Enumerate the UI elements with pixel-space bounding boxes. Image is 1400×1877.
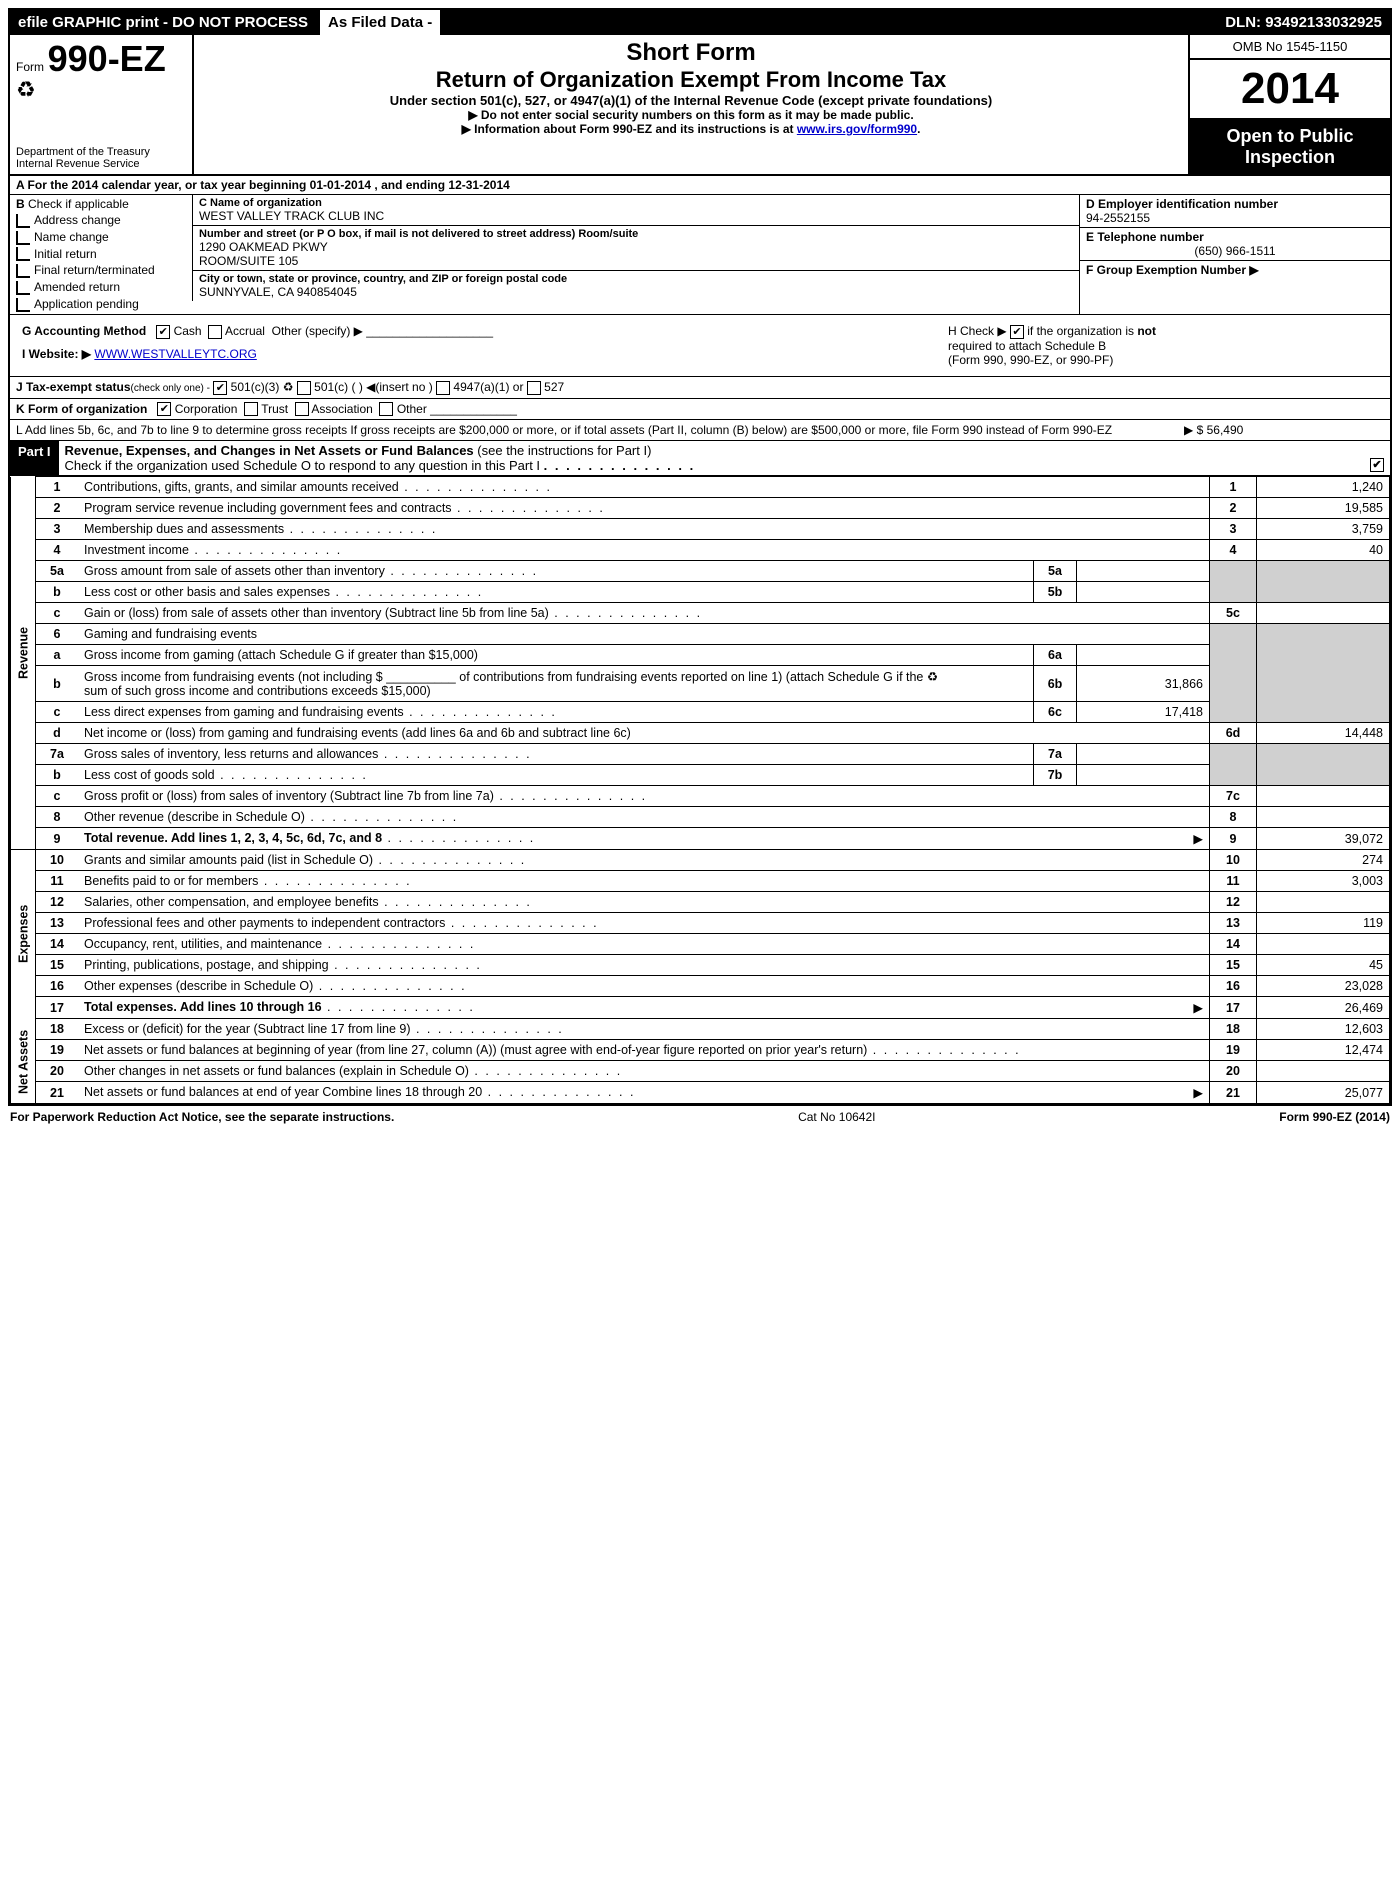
line-14-value — [1257, 934, 1390, 955]
column-c-org-info: C Name of organization WEST VALLEY TRACK… — [192, 195, 1079, 314]
row-h-schedule-b: H Check ▶ ✔ if the organization is not r… — [942, 318, 1384, 373]
ssn-warning: ▶ Do not enter social security numbers o… — [204, 108, 1178, 122]
ein-value: 94-2552155 — [1086, 211, 1384, 225]
line-21-value: 25,077 — [1257, 1082, 1390, 1104]
line-1-value: 1,240 — [1257, 477, 1390, 498]
column-d-ein: D Employer identification number 94-2552… — [1079, 195, 1390, 314]
check-address-change[interactable]: Address change — [16, 213, 186, 228]
row-g-accounting: G Accounting Method ✔ Cash Accrual Other… — [16, 318, 942, 373]
info-rows: G Accounting Method ✔ Cash Accrual Other… — [10, 315, 1390, 441]
line-17-value: 26,469 — [1257, 997, 1390, 1019]
check-other-org[interactable] — [379, 402, 393, 416]
open-to-public: Open to Public Inspection — [1190, 120, 1390, 174]
part-1-table: Revenue 1 Contributions, gifts, grants, … — [10, 476, 1390, 1104]
column-b-checkboxes: B Check if applicable Address change Nam… — [10, 195, 192, 314]
line-15-value: 45 — [1257, 955, 1390, 976]
line-9-value: 39,072 — [1257, 828, 1390, 850]
check-501c3[interactable]: ✔ — [213, 381, 227, 395]
line-20-value — [1257, 1061, 1390, 1082]
as-filed-label: As Filed Data - — [320, 10, 440, 35]
line-6b-value: 31,866 — [1077, 666, 1210, 702]
paperwork-notice: For Paperwork Reduction Act Notice, see … — [10, 1110, 394, 1124]
line-10-value: 274 — [1257, 850, 1390, 871]
line-6a-value — [1077, 645, 1210, 666]
check-final-return[interactable]: Final return/terminated — [16, 263, 186, 278]
row-j-tax-exempt: J Tax-exempt status(check only one) - ✔ … — [10, 377, 1390, 399]
line-6c-value: 17,418 — [1077, 702, 1210, 723]
header-center: Short Form Return of Organization Exempt… — [194, 35, 1188, 174]
group-exemption: F Group Exemption Number ▶ — [1086, 263, 1384, 277]
line-3-value: 3,759 — [1257, 519, 1390, 540]
check-527[interactable] — [527, 381, 541, 395]
section-bcd: B Check if applicable Address change Nam… — [10, 195, 1390, 315]
omb-number: OMB No 1545-1150 — [1190, 35, 1390, 60]
expenses-section-label: Expenses — [11, 850, 36, 1019]
short-form-label: Short Form — [204, 39, 1178, 67]
efile-notice: efile GRAPHIC print - DO NOT PROCESS — [10, 10, 316, 35]
tax-year: 2014 — [1190, 60, 1390, 120]
part-1-header: Part I Revenue, Expenses, and Changes in… — [10, 441, 1390, 476]
info-link-line: ▶ Information about Form 990-EZ and its … — [204, 122, 1178, 136]
line-2-value: 19,585 — [1257, 498, 1390, 519]
check-501c[interactable] — [297, 381, 311, 395]
line-5b-value — [1077, 582, 1210, 603]
form-subtitle: Under section 501(c), 527, or 4947(a)(1)… — [204, 93, 1178, 108]
line-19-value: 12,474 — [1257, 1040, 1390, 1061]
net-assets-section-label: Net Assets — [11, 1019, 36, 1104]
form-title: Return of Organization Exempt From Incom… — [204, 67, 1178, 93]
part-1-label: Part I — [10, 441, 59, 475]
form-prefix: Form — [16, 60, 44, 74]
check-initial-return[interactable]: Initial return — [16, 247, 186, 262]
row-k-org-form: K Form of organization ✔ Corporation Tru… — [10, 399, 1390, 421]
line-5c-value — [1257, 603, 1390, 624]
line-13-value: 119 — [1257, 913, 1390, 934]
check-schedule-o-part1[interactable]: ✔ — [1370, 458, 1384, 472]
org-name: WEST VALLEY TRACK CLUB INC — [199, 209, 1073, 223]
form-number: 990-EZ — [48, 38, 166, 79]
check-application-pending[interactable]: Application pending — [16, 297, 186, 312]
revenue-section-label: Revenue — [11, 477, 36, 828]
form-header: Form 990-EZ ♻ Department of the Treasury… — [10, 35, 1390, 176]
check-schedule-b[interactable]: ✔ — [1010, 325, 1024, 339]
page-footer: For Paperwork Reduction Act Notice, see … — [8, 1106, 1392, 1124]
check-4947[interactable] — [436, 381, 450, 395]
check-name-change[interactable]: Name change — [16, 230, 186, 245]
check-trust[interactable] — [244, 402, 258, 416]
recycle-icon: ♻ — [16, 77, 186, 103]
form-footer-id: Form 990-EZ (2014) — [1279, 1110, 1390, 1124]
irs-link[interactable]: www.irs.gov/form990 — [797, 122, 917, 136]
telephone-value: (650) 966-1511 — [1086, 244, 1384, 258]
header-right: OMB No 1545-1150 2014 Open to Public Ins… — [1188, 35, 1390, 174]
org-street: 1290 OAKMEAD PKWY — [199, 240, 1073, 254]
line-7c-value — [1257, 786, 1390, 807]
line-4-value: 40 — [1257, 540, 1390, 561]
check-accrual[interactable] — [208, 325, 222, 339]
row-a-tax-year: A For the 2014 calendar year, or tax yea… — [10, 176, 1390, 195]
line-5a-value — [1077, 561, 1210, 582]
check-corporation[interactable]: ✔ — [157, 402, 171, 416]
line-18-value: 12,603 — [1257, 1019, 1390, 1040]
gross-receipts-value: 56,490 — [1207, 423, 1244, 437]
line-12-value — [1257, 892, 1390, 913]
org-city: SUNNYVALE, CA 940854045 — [199, 285, 1073, 299]
website-link[interactable]: WWW.WESTVALLEYTC.ORG — [94, 347, 256, 361]
form-container: efile GRAPHIC print - DO NOT PROCESS As … — [8, 8, 1392, 1106]
line-6d-value: 14,448 — [1257, 723, 1390, 744]
check-cash[interactable]: ✔ — [156, 325, 170, 339]
top-bar: efile GRAPHIC print - DO NOT PROCESS As … — [10, 10, 1390, 35]
line-7a-value — [1077, 744, 1210, 765]
dept-treasury: Department of the Treasury Internal Reve… — [16, 146, 150, 170]
line-11-value: 3,003 — [1257, 871, 1390, 892]
line-16-value: 23,028 — [1257, 976, 1390, 997]
check-amended-return[interactable]: Amended return — [16, 280, 186, 295]
cat-no: Cat No 10642I — [798, 1110, 875, 1124]
row-i-website-label: I Website: ▶ — [22, 347, 91, 361]
line-8-value — [1257, 807, 1390, 828]
org-suite: ROOM/SUITE 105 — [199, 254, 1073, 268]
header-left: Form 990-EZ ♻ Department of the Treasury… — [10, 35, 194, 174]
check-association[interactable] — [295, 402, 309, 416]
line-7b-value — [1077, 765, 1210, 786]
row-l-gross-receipts: L Add lines 5b, 6c, and 7b to line 9 to … — [10, 420, 1390, 441]
dln: DLN: 93492133032925 — [1217, 10, 1390, 35]
